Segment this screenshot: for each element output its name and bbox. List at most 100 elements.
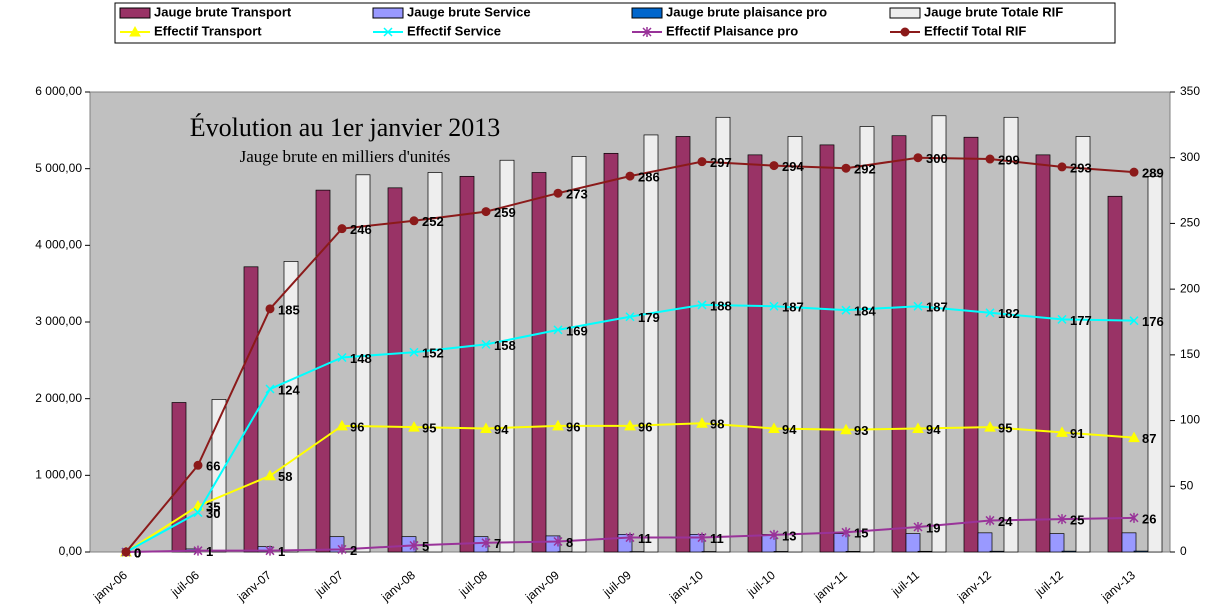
- data-label: 95: [998, 421, 1012, 436]
- marker: [553, 188, 563, 198]
- marker: [625, 171, 635, 181]
- data-label: 5: [422, 539, 429, 554]
- marker: [624, 419, 636, 431]
- bar: [675, 136, 691, 553]
- data-label: 293: [1070, 160, 1092, 175]
- bar: [1003, 116, 1019, 553]
- data-label: 7: [494, 536, 501, 551]
- bar: [845, 551, 861, 553]
- bar: [1049, 533, 1065, 553]
- data-label: 0: [134, 545, 141, 560]
- bar: [963, 136, 979, 553]
- data-label: 169: [566, 323, 588, 338]
- data-label: 87: [1142, 431, 1156, 446]
- marker: [1128, 431, 1140, 443]
- legend-label: Jauge brute Totale RIF: [924, 4, 1063, 19]
- data-label: 152: [422, 346, 444, 361]
- data-label: 259: [494, 205, 516, 220]
- x-tick-label: juil-06: [168, 568, 203, 600]
- marker: [984, 421, 996, 432]
- bar: [977, 532, 993, 553]
- y-tick-label: 1 000,00: [35, 468, 82, 482]
- marker: [841, 305, 851, 315]
- marker: [408, 421, 420, 432]
- marker: [913, 153, 923, 163]
- legend-label: Effectif Plaisance pro: [666, 23, 798, 38]
- marker: [337, 224, 347, 234]
- bar: [747, 154, 763, 553]
- y2-tick-label: 0: [1180, 544, 1187, 558]
- x-tick-label: janv-13: [1098, 568, 1138, 605]
- data-label: 30: [206, 506, 220, 521]
- data-label: 93: [854, 423, 868, 438]
- bar: [315, 189, 331, 553]
- marker: [409, 347, 419, 357]
- data-label: 19: [926, 520, 940, 535]
- marker: [841, 163, 851, 173]
- marker: [1129, 316, 1139, 326]
- data-label: 91: [1070, 426, 1084, 441]
- marker: [697, 157, 707, 167]
- bar: [1121, 532, 1137, 553]
- data-label: 26: [1142, 511, 1156, 526]
- marker: [913, 301, 923, 311]
- x-tick-label: janv-10: [666, 568, 706, 605]
- data-label: 98: [710, 417, 724, 432]
- bar: [355, 174, 371, 553]
- bar: [459, 175, 475, 553]
- y2-tick-label: 50: [1180, 478, 1194, 492]
- data-label: 96: [638, 419, 652, 434]
- y2-tick-label: 200: [1180, 281, 1200, 295]
- y2-tick-label: 300: [1180, 150, 1200, 164]
- x-tick-label: juil-08: [456, 568, 491, 600]
- marker: [480, 422, 492, 433]
- legend-swatch: [631, 7, 663, 19]
- bar: [171, 402, 187, 553]
- data-label: 289: [1142, 166, 1164, 181]
- data-label: 187: [782, 300, 804, 315]
- legend-box: [114, 2, 1116, 44]
- marker: [625, 532, 635, 543]
- data-label: 2: [350, 543, 357, 558]
- data-label: 96: [566, 419, 580, 434]
- data-label: 1: [206, 544, 213, 559]
- x-tick-label: janv-07: [234, 568, 274, 605]
- bar: [715, 116, 731, 553]
- legend-label: Jauge brute Transport: [154, 4, 292, 19]
- data-label: 94: [782, 422, 797, 437]
- bar: [787, 136, 803, 553]
- marker: [481, 207, 491, 217]
- chart-subtitle: Jauge brute en milliers d'unités: [240, 147, 451, 166]
- data-label: 11: [638, 531, 652, 546]
- data-label: 246: [350, 222, 372, 237]
- data-label: 177: [1070, 313, 1092, 328]
- marker: [1056, 426, 1068, 437]
- marker: [481, 537, 491, 548]
- y2-tick-label: 100: [1180, 413, 1200, 427]
- data-label: 96: [350, 419, 364, 434]
- marker: [553, 536, 563, 547]
- marker: [985, 154, 995, 164]
- data-label: 252: [422, 214, 444, 229]
- marker: [697, 532, 707, 543]
- data-label: 13: [782, 528, 796, 543]
- data-label: 124: [278, 382, 300, 397]
- marker: [552, 419, 564, 431]
- x-tick-label: janv-06: [90, 568, 130, 605]
- legend-label: Jauge brute plaisance pro: [666, 4, 827, 19]
- x-tick-label: juil-10: [744, 568, 779, 600]
- data-label: 182: [998, 306, 1020, 321]
- y-tick-label: 6 000,00: [35, 84, 82, 98]
- bar: [773, 551, 789, 553]
- data-label: 176: [1142, 314, 1164, 329]
- y-tick-label: 3 000,00: [35, 314, 82, 328]
- legend-label: Jauge brute Service: [407, 4, 531, 19]
- marker: [769, 301, 779, 311]
- legend-label: Effectif Total RIF: [924, 23, 1026, 38]
- y-tick-label: 5 000,00: [35, 161, 82, 175]
- marker: [985, 515, 995, 526]
- legend-swatch: [119, 7, 151, 19]
- marker: [840, 423, 852, 435]
- data-label: 0: [134, 545, 141, 560]
- x-tick-label: juil-07: [312, 568, 347, 600]
